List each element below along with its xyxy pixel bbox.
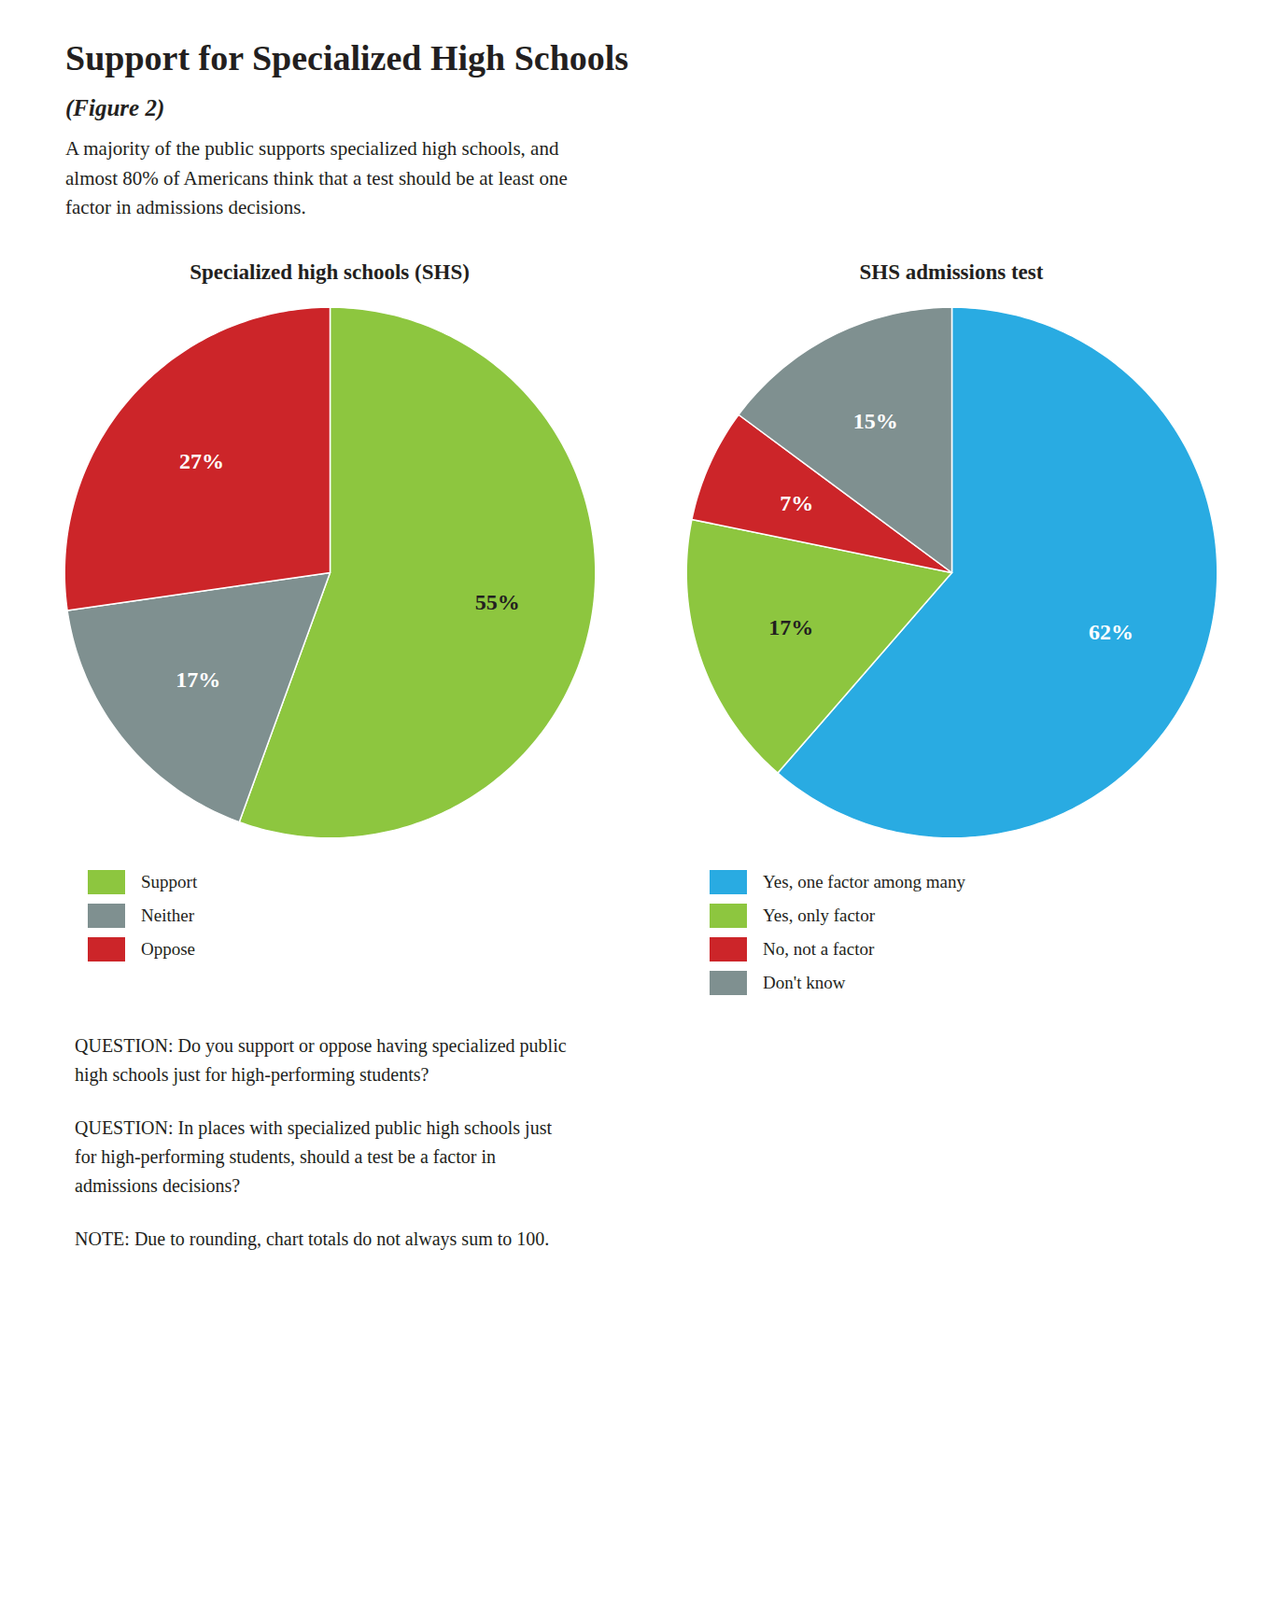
html-text:(Figure 2): (Figure 2) [65, 95, 165, 121]
svg-text:55%: 55% [475, 589, 521, 614]
html-text:Specialized high schools (SHS): Specialized high schools (SHS) [189, 260, 470, 284]
svg-text:27%: 27% [179, 449, 225, 474]
html-text:Don't know: Don't know [762, 972, 846, 993]
html-text:Neither: Neither [140, 905, 195, 925]
html-text:NOTE: Due to rounding, chart t: NOTE: Due to rounding, chart totals do n… [74, 1228, 550, 1249]
html-text:SHS admissions test: SHS admissions test [859, 260, 1044, 284]
svg-text:15%: 15% [853, 408, 899, 433]
svg-text:17%: 17% [175, 666, 221, 691]
html-text:A majority of the public suppo: A majority of the public supports specia… [65, 137, 568, 219]
html-text:Support for Specialized High S: Support for Specialized High Schools [65, 38, 629, 78]
html-text:Support: Support [140, 871, 198, 892]
svg-text:17%: 17% [768, 614, 814, 639]
html-text:QUESTION: In places with speci: QUESTION: In places with specialized pub… [74, 1117, 552, 1196]
html-text:Yes, one factor among many: Yes, one factor among many [762, 871, 966, 892]
html-text:No, not a factor: No, not a factor [762, 938, 875, 959]
svg-text:62%: 62% [1088, 619, 1134, 644]
html-text:QUESTION: Do you support or op: QUESTION: Do you support or oppose havin… [74, 1034, 567, 1085]
html-text:Yes, only factor: Yes, only factor [762, 905, 875, 925]
svg-text:7%: 7% [779, 490, 814, 515]
html-text:Oppose: Oppose [140, 938, 196, 959]
